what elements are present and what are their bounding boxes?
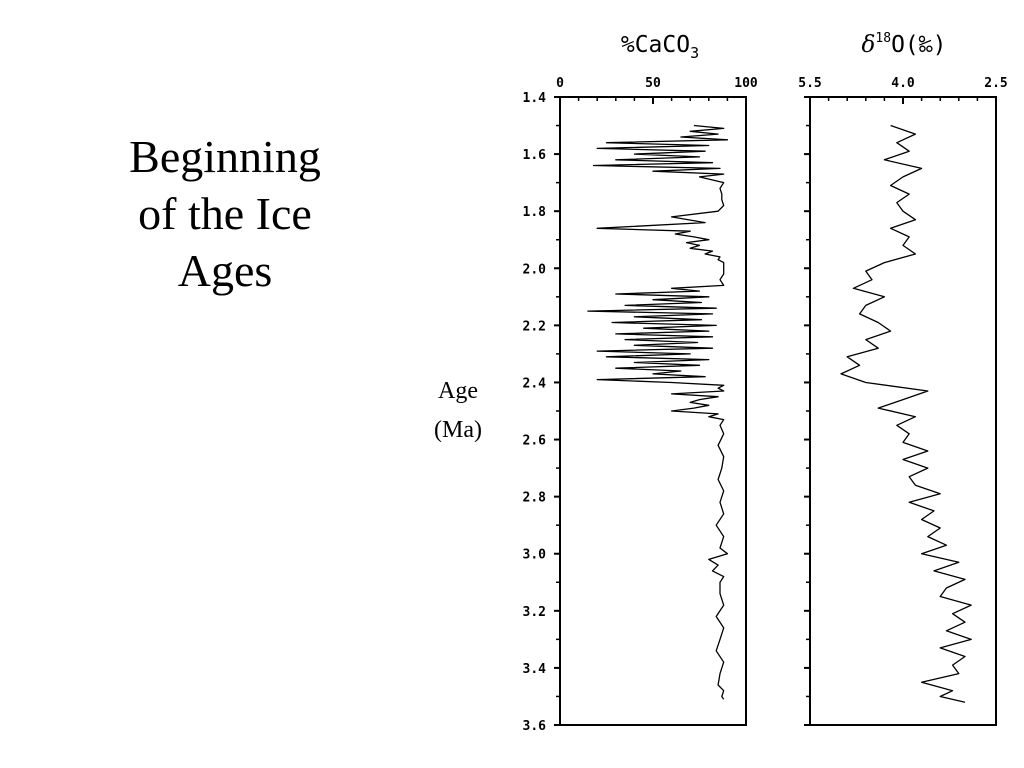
slide-title: Beginning of the Ice Ages [60, 128, 390, 299]
d18o-title-prefix: δ [862, 32, 876, 58]
caco3-title-main: %CaCO [621, 32, 690, 58]
d18o-title-superscript: 18 [875, 31, 891, 46]
series-line-0-0 [587, 124, 729, 700]
y-tick-label: 3.0 [523, 548, 547, 563]
y-tick-label: 3.6 [523, 719, 547, 734]
y-tick-label: 3.4 [523, 662, 547, 677]
y-tick-label: 1.6 [523, 148, 547, 163]
y-axis-label-line-1: Age [438, 378, 478, 404]
y-tick-label: 2.2 [523, 319, 546, 334]
x-tick-label: 100 [734, 76, 758, 91]
x-tick-label: 4.0 [891, 76, 915, 91]
x-tick-label: 5.5 [798, 76, 821, 91]
y-tick-label: 2.4 [523, 376, 547, 391]
y-tick-label: 1.8 [523, 205, 547, 220]
y-tick-label: 2.0 [523, 262, 547, 277]
y-tick-label: 3.2 [523, 605, 546, 620]
caco3-panel: 0 50 100 1.4 1.6 1.8 2.0 2.2 2.4 2.6 2.8 3.0 3.2 3.4 3… [523, 76, 758, 734]
d18o-panel-title: δ18O(‰) [862, 31, 947, 58]
y-tick-label: 2.8 [523, 491, 547, 506]
x-tick-label: 2.5 [984, 76, 1007, 91]
d18o-panel: 5.5 4.0 2.5 [798, 76, 1008, 726]
caco3-panel-title: %CaCO3 [621, 32, 699, 62]
title-line-2: of the Ice [138, 188, 312, 239]
x-tick-label: 50 [645, 76, 661, 91]
y-tick-label: 1.4 [523, 91, 547, 106]
title-line-3: Ages [177, 245, 273, 296]
y-tick-label: 2.6 [523, 434, 547, 449]
caco3-title-subscript: 3 [690, 44, 699, 62]
y-axis-label-line-2: (Ma) [434, 417, 482, 443]
x-tick-label: 0 [556, 76, 564, 91]
title-line-1: Beginning [129, 131, 321, 182]
d18o-title-suffix: O(‰) [891, 32, 946, 58]
panel-frame-0 [559, 96, 747, 726]
series-line-1-0 [840, 124, 972, 703]
